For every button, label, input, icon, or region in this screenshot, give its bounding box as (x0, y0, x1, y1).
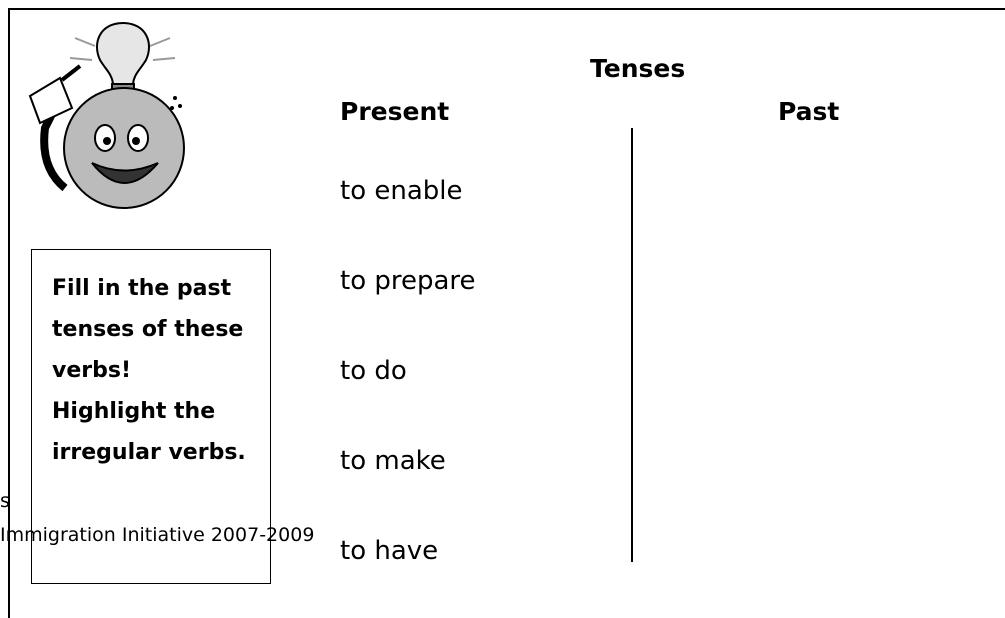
verb: to enable (340, 176, 463, 206)
column-heading: Past (778, 97, 840, 126)
column-heading: Present (340, 97, 450, 126)
verb: to prepare (340, 266, 476, 296)
frame (8, 8, 10, 618)
footer-credit: Immigration Initiative 2007-2009 (0, 524, 315, 546)
footer-text: s (0, 490, 10, 512)
instruction: Highlight the irregular verbs. (52, 399, 246, 465)
frame (8, 8, 1005, 10)
verb: to make (340, 446, 446, 476)
column-divider (631, 128, 633, 562)
title: Tenses (590, 54, 686, 83)
verb: to have (340, 536, 439, 566)
verb: to do (340, 356, 407, 386)
instruction-box: Fill in the past tenses of these verbs! … (31, 249, 271, 584)
instruction: Fill in the past tenses of these verbs! (52, 276, 244, 383)
lightbulb-clipart (28, 21, 185, 209)
